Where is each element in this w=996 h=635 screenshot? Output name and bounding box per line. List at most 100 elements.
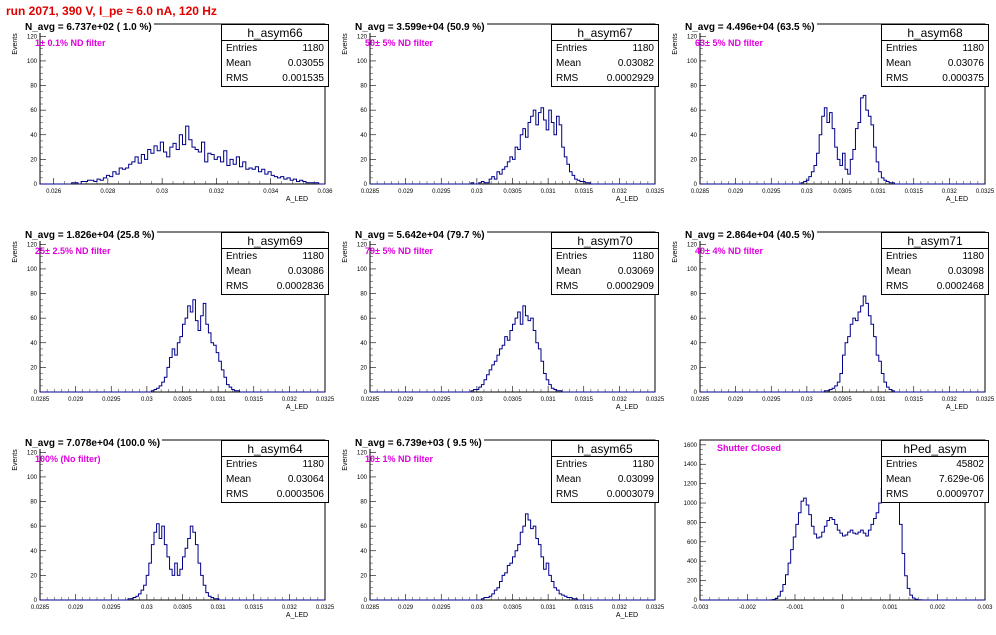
- y-tick-label: 20: [360, 573, 367, 579]
- y-tick-label: 20: [360, 157, 367, 163]
- y-tick-label: 100: [27, 475, 38, 481]
- y-tick-label: 60: [690, 316, 697, 322]
- n-avg-label: N_avg = 1.826e+04 (25.8 %): [23, 230, 157, 241]
- stats-row-entries: Entries 1180: [222, 249, 328, 264]
- stats-entries-label: Entries: [886, 43, 918, 54]
- stats-box: h_asym67 Entries 1180 Mean 0.03082 RMS 0.00029…: [551, 24, 659, 87]
- stats-entries-value: 1180: [962, 43, 984, 54]
- x-tick-label: 0.0305: [833, 189, 852, 195]
- y-tick-label: 0: [694, 598, 698, 604]
- y-tick-label: 1600: [684, 443, 698, 449]
- x-tick-label: 0.032: [942, 189, 958, 195]
- run-title: run 2071, 390 V, I_pe ≈ 6.0 nA, 120 Hz: [6, 4, 217, 18]
- stats-row-rms: RMS 0.000375: [882, 71, 988, 86]
- x-tick-label: 0.0295: [102, 605, 121, 611]
- stats-entries-value: 1180: [632, 251, 654, 262]
- stats-row-mean: Mean 0.03069: [552, 264, 658, 279]
- y-tick-label: 80: [30, 84, 37, 90]
- x-tick-label: 0.001: [882, 605, 898, 611]
- stats-row-entries: Entries 1180: [552, 41, 658, 56]
- stats-box: h_asym69 Entries 1180 Mean 0.03086 RMS 0.00028…: [221, 232, 329, 295]
- x-tick-label: 0.0285: [691, 189, 710, 195]
- stats-row-mean: Mean 0.03064: [222, 472, 328, 487]
- stats-rms-label: RMS: [226, 281, 249, 292]
- y-tick-label: 40: [30, 341, 37, 347]
- y-tick-label: 40: [360, 549, 367, 555]
- stats-rms-label: RMS: [556, 489, 579, 500]
- stats-mean-label: Mean: [226, 58, 252, 69]
- y-tick-label: 0: [364, 598, 368, 604]
- filter-label: 25± 2.5% ND filter: [35, 246, 111, 256]
- stats-mean-label: Mean: [556, 266, 582, 277]
- stats-row-mean: Mean 0.03076: [882, 56, 988, 71]
- stats-entries-value: 1180: [632, 43, 654, 54]
- x-tick-label: 0.032: [612, 189, 628, 195]
- histogram-series: [40, 523, 325, 601]
- x-tick-label: 0.03: [801, 397, 813, 403]
- stats-row-mean: Mean 0.03099: [552, 472, 658, 487]
- histogram-series: [40, 125, 325, 185]
- y-tick-label: 20: [30, 157, 37, 163]
- stats-entries-value: 45802: [956, 459, 984, 470]
- histogram-plot: 0 200 400 600 800 1000 1200 1400 1600 -0.003 -0.00…: [684, 439, 993, 611]
- stats-entries-value: 1180: [632, 459, 654, 470]
- y-tick-label: 120: [357, 450, 368, 456]
- x-tick-label: 0.0305: [503, 189, 522, 195]
- histogram-panel-h_asym66: 0 20 40 60 80 100 120 0.026 0.028 0.03 0.032 0.034 0…: [5, 12, 335, 219]
- stats-row-mean: Mean 0.03086: [222, 264, 328, 279]
- stats-mean-label: Mean: [226, 474, 252, 485]
- y-tick-label: 1400: [684, 462, 698, 468]
- stats-rms-value: 0.0003506: [276, 489, 324, 500]
- y-tick-label: 80: [30, 500, 37, 506]
- histogram-panel-h_asym71: 0 20 40 60 80 100 120 0.0285 0.029 0.0295 0.03 0.03…: [665, 220, 995, 427]
- x-tick-label: 0.034: [263, 189, 279, 195]
- stats-row-rms: RMS 0.0009707: [882, 487, 988, 502]
- x-tick-label: 0.003: [977, 605, 993, 611]
- stats-row-entries: Entries 1180: [882, 249, 988, 264]
- x-tick-label: 0.032: [612, 605, 628, 611]
- stats-row-mean: Mean 7.629e-06: [882, 472, 988, 487]
- x-tick-label: 0.0305: [173, 397, 192, 403]
- x-tick-label: 0.0315: [905, 397, 924, 403]
- y-tick-label: 120: [357, 34, 368, 40]
- x-tick-label: 0.0315: [575, 397, 594, 403]
- histogram-name: h_asym69: [222, 233, 328, 249]
- x-tick-label: 0.031: [871, 189, 887, 195]
- filter-label: 100% (No filter): [35, 454, 101, 464]
- stats-row-rms: RMS 0.0002909: [552, 279, 658, 294]
- y-tick-label: 100: [357, 267, 368, 273]
- histogram-name: h_asym64: [222, 441, 328, 457]
- x-tick-label: 0.0285: [31, 397, 50, 403]
- stats-box: h_asym71 Entries 1180 Mean 0.03098 RMS 0.00024…: [881, 232, 989, 295]
- stats-entries-value: 1180: [962, 251, 984, 262]
- x-tick-label: 0.03: [801, 189, 813, 195]
- stats-mean-label: Mean: [886, 58, 912, 69]
- x-tick-label: 0.031: [541, 605, 557, 611]
- x-tick-label: -0.001: [786, 605, 804, 611]
- stats-row-mean: Mean 0.03082: [552, 56, 658, 71]
- stats-row-entries: Entries 1180: [222, 457, 328, 472]
- stats-row-rms: RMS 0.0002836: [222, 279, 328, 294]
- stats-row-rms: RMS 0.0002929: [552, 71, 658, 86]
- y-tick-label: 80: [360, 500, 367, 506]
- x-axis-label: A_LED: [616, 404, 638, 411]
- stats-rms-label: RMS: [886, 489, 909, 500]
- x-tick-label: 0.032: [612, 397, 628, 403]
- y-tick-label: 1000: [684, 501, 698, 507]
- y-tick-label: 40: [690, 341, 697, 347]
- stats-rms-value: 0.0002468: [936, 281, 984, 292]
- y-axis-label: Events: [342, 241, 349, 263]
- stats-box: h_asym64 Entries 1180 Mean 0.03064 RMS 0.00035…: [221, 440, 329, 503]
- histogram-panel-h_asym67: 0 20 40 60 80 100 120 0.0285 0.029 0.0295 0.03 0.03…: [335, 12, 665, 219]
- x-tick-label: 0.0295: [762, 189, 781, 195]
- x-tick-label: 0.0295: [762, 397, 781, 403]
- y-tick-label: 100: [687, 267, 698, 273]
- y-tick-label: 20: [690, 157, 697, 163]
- stats-box: h_asym68 Entries 1180 Mean 0.03076 RMS 0.00037…: [881, 24, 989, 87]
- histogram-series: [700, 452, 985, 601]
- stats-row-entries: Entries 1180: [552, 249, 658, 264]
- x-tick-label: 0.0315: [905, 189, 924, 195]
- histogram-name: h_asym67: [552, 25, 658, 41]
- histogram-series: [370, 305, 655, 393]
- y-tick-label: 60: [690, 108, 697, 114]
